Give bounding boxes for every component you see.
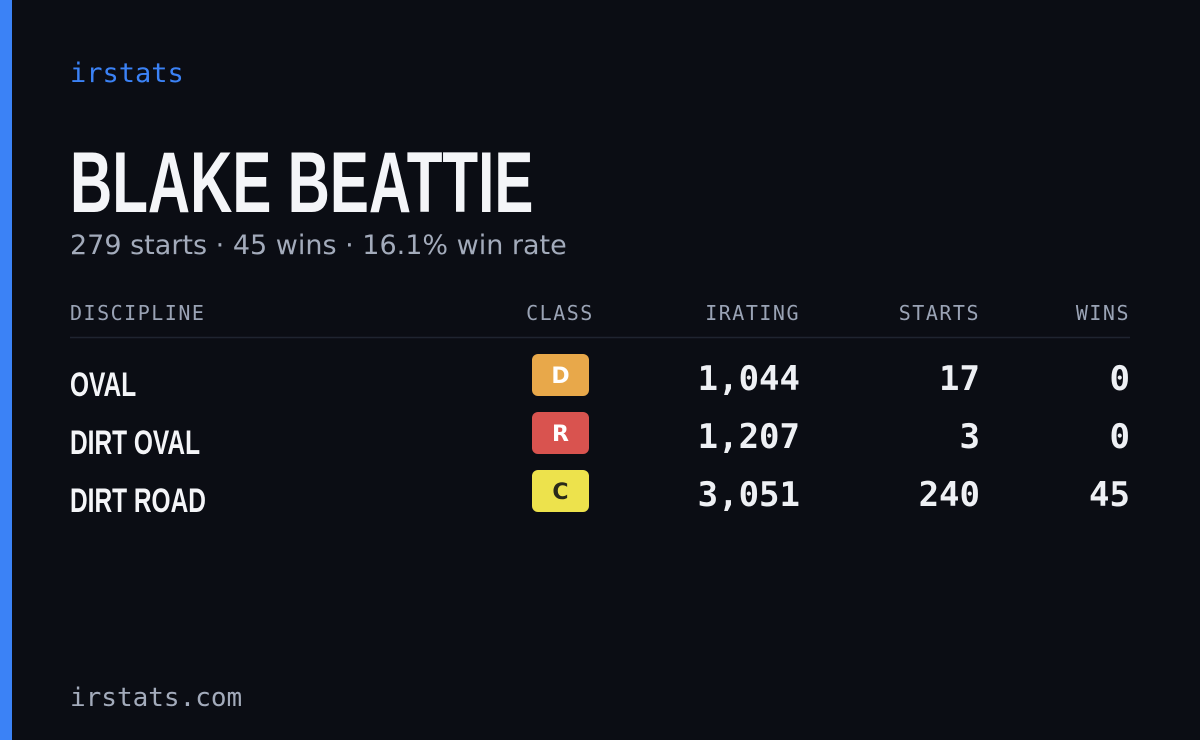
wins: 0 — [1110, 359, 1130, 399]
irating: 1,207 — [698, 417, 800, 457]
discipline: OVAL — [70, 366, 136, 404]
irating: 1,044 — [698, 359, 800, 399]
class-letter: D — [551, 364, 569, 389]
column-header: IRATING — [705, 301, 800, 325]
starts: 17 — [939, 359, 980, 399]
class-badge — [532, 354, 589, 396]
column-header: DISCIPLINE — [70, 301, 205, 325]
accent-bar — [0, 0, 12, 740]
discipline: DIRT ROAD — [70, 482, 206, 520]
discipline: DIRT OVAL — [70, 424, 200, 462]
column-header: CLASS — [526, 301, 594, 325]
starts: 240 — [919, 475, 980, 515]
column-header: WINS — [1076, 301, 1130, 325]
column-header: STARTS — [899, 301, 980, 325]
brand: irstats — [70, 58, 184, 89]
irating: 3,051 — [698, 475, 800, 515]
class-badge — [532, 412, 589, 454]
class-badge — [532, 470, 589, 512]
class-letter: R — [552, 422, 569, 447]
starts: 3 — [960, 417, 980, 457]
footer-url: irstats.com — [70, 683, 242, 713]
summary: 279 starts · 45 wins · 16.1% win rate — [70, 230, 567, 261]
class-letter: C — [552, 480, 568, 505]
wins: 0 — [1110, 417, 1130, 457]
wins: 45 — [1089, 475, 1130, 515]
player-name: BLAKE BEATTIE — [70, 134, 533, 231]
